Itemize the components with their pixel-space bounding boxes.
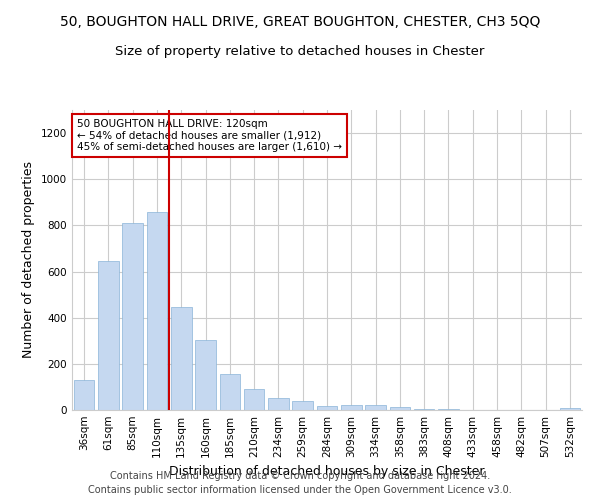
Bar [146,212,167,410]
Y-axis label: Number of detached properties: Number of detached properties [22,162,35,358]
Bar [341,406,362,410]
Bar [171,308,191,410]
Text: Size of property relative to detached houses in Chester: Size of property relative to detached ho… [115,45,485,58]
X-axis label: Distribution of detached houses by size in Chester: Distribution of detached houses by size … [169,466,485,478]
Bar [122,223,143,410]
Bar [292,401,313,410]
Bar [560,408,580,410]
Text: 50, BOUGHTON HALL DRIVE, GREAT BOUGHTON, CHESTER, CH3 5QQ: 50, BOUGHTON HALL DRIVE, GREAT BOUGHTON,… [60,15,540,29]
Bar [438,409,459,410]
Text: 50 BOUGHTON HALL DRIVE: 120sqm
← 54% of detached houses are smaller (1,912)
45% : 50 BOUGHTON HALL DRIVE: 120sqm ← 54% of … [77,119,342,152]
Bar [414,409,434,410]
Bar [74,380,94,410]
Bar [244,388,265,410]
Bar [317,406,337,410]
Bar [195,340,216,410]
Bar [389,407,410,410]
Bar [98,261,119,410]
Bar [220,374,240,410]
Text: Contains HM Land Registry data © Crown copyright and database right 2024.
Contai: Contains HM Land Registry data © Crown c… [88,471,512,495]
Bar [365,406,386,410]
Bar [268,398,289,410]
